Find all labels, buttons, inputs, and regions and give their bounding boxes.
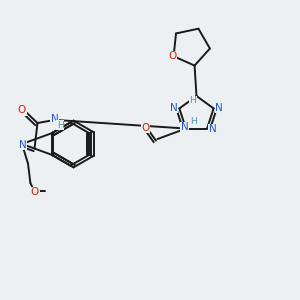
Text: H: H [190,118,197,127]
Text: O: O [168,51,176,61]
Text: H: H [57,121,63,130]
Text: N: N [181,122,188,132]
Text: O: O [141,123,149,133]
Text: N: N [51,114,58,124]
Text: N: N [19,140,26,150]
Text: N: N [208,124,216,134]
Text: N: N [215,103,223,113]
Text: O: O [18,105,26,115]
Text: N: N [170,103,178,113]
Text: O: O [31,187,39,197]
Text: H: H [190,96,196,105]
